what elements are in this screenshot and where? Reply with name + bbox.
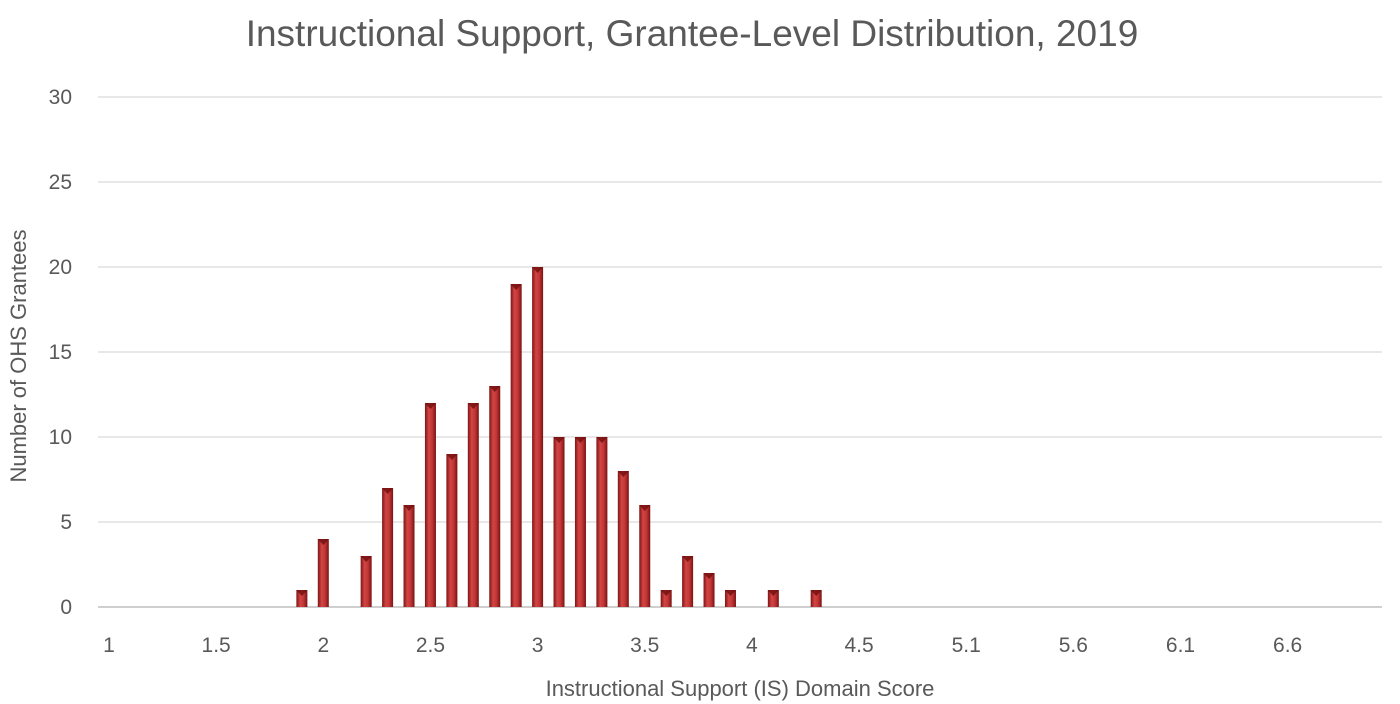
bar-cap [382,488,394,494]
x-tick-label: 6.1 [1166,634,1195,657]
y-tick-label: 0 [60,596,72,619]
bar [446,454,458,607]
bar [553,437,565,607]
bar-cap [360,556,372,562]
bar [703,573,715,607]
bar-cap [639,505,651,511]
chart-title: Instructional Support, Grantee-Level Dis… [246,13,1139,54]
bars [296,267,822,607]
bar-cap [532,267,544,273]
x-tick-label: 1.5 [202,634,231,657]
x-tick-label: 5.1 [952,634,981,657]
x-tick-label: 6.6 [1273,634,1302,657]
bar [767,590,779,607]
bar-cap [446,454,458,460]
bar [682,556,694,607]
x-tick-label: 5.6 [1059,634,1088,657]
bar [489,386,501,607]
bar-cap [596,437,608,443]
x-tick-label: 2.5 [416,634,445,657]
bar [574,437,586,607]
bar-cap [617,471,629,477]
bar [424,403,436,607]
y-tick-label: 15 [49,341,72,364]
y-tick-label: 20 [49,256,72,279]
y-tick-label: 25 [49,171,72,194]
bar [724,590,736,607]
bar [660,590,672,607]
x-tick-label: 3 [532,634,544,657]
x-axis-ticks: 1 1.5 2 2.5 3 3.5 4 4.5 5.1 5.6 6.1 6.6 [103,634,1302,657]
bar-cap [317,539,329,545]
bar-cap [724,590,736,596]
bar-cap [660,590,672,596]
bar [382,488,394,607]
gridlines [98,96,1382,608]
bar-cap [810,590,822,596]
bar-cap [703,573,715,579]
x-tick-label: 3.5 [630,634,659,657]
x-tick-label: 1 [103,634,115,657]
bar-cap [574,437,586,443]
y-tick-label: 5 [60,511,72,534]
bar [596,437,608,607]
bar [532,267,544,607]
x-tick-label: 4.5 [844,634,873,657]
x-tick-label: 4 [746,634,758,657]
bar-cap [424,403,436,409]
bar-cap [767,590,779,596]
bar-cap [510,284,522,290]
y-axis-title: Number of OHS Grantees [6,229,31,482]
bar-cap [682,556,694,562]
bar [403,505,415,607]
x-axis-title: Instructional Support (IS) Domain Score [546,676,935,701]
y-tick-label: 10 [49,426,72,449]
y-tick-label: 30 [49,86,72,109]
bar [360,556,372,607]
bar-cap [553,437,565,443]
bar-cap [489,386,501,392]
bar-cap [467,403,479,409]
bar [296,590,308,607]
bar [510,284,522,607]
bar [617,471,629,607]
bar [639,505,651,607]
bar [467,403,479,607]
y-axis-ticks: 0 5 10 15 20 25 30 [49,86,72,619]
bar-cap [296,590,308,596]
x-tick-label: 2 [317,634,329,657]
bar [317,539,329,607]
bar-cap [403,505,415,511]
bar [810,590,822,607]
